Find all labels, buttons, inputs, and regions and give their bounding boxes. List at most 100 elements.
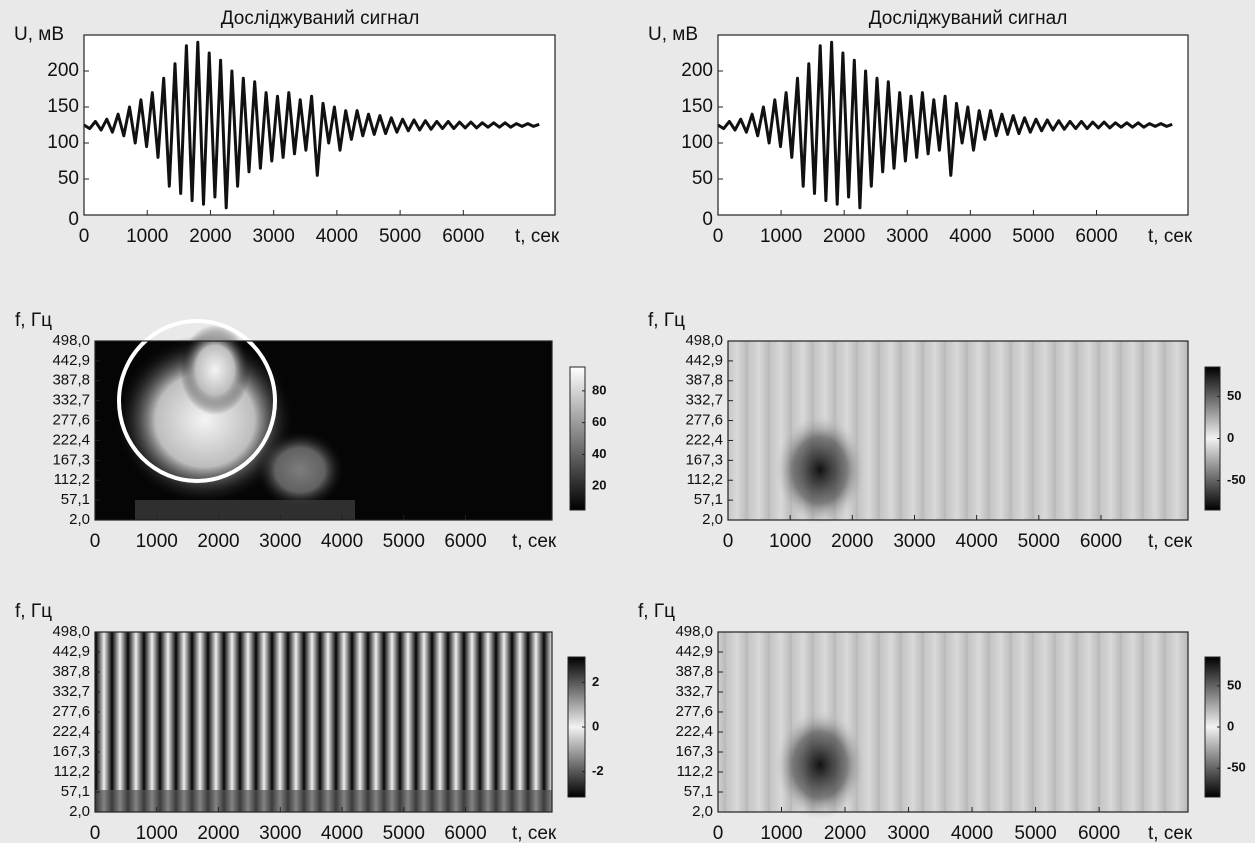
y-tick-label: 50 bbox=[692, 168, 713, 189]
x-tick-label: 0 bbox=[723, 531, 734, 552]
y-axis-label: f, Гц bbox=[15, 310, 52, 331]
y-tick-label: 100 bbox=[47, 132, 79, 153]
x-tick-label: 2000 bbox=[189, 226, 231, 247]
y-axis-label: f, Гц bbox=[15, 601, 52, 622]
colorbar-tick-label: 60 bbox=[592, 414, 606, 429]
y-tick-label: 0 bbox=[702, 209, 713, 230]
colorbar-tick-label: -50 bbox=[1227, 472, 1246, 487]
x-tick-label: 5000 bbox=[379, 226, 421, 247]
x-axis-label: t, сек bbox=[512, 823, 557, 843]
x-tick-label: 1000 bbox=[136, 531, 178, 552]
y-tick-label: 498,0 bbox=[675, 623, 713, 640]
plot-frame bbox=[94, 340, 553, 521]
y-tick-label: 150 bbox=[47, 96, 79, 117]
y-tick-label: 2,0 bbox=[702, 511, 723, 528]
y-tick-label: 112,2 bbox=[687, 471, 723, 488]
y-axis-label: f, Гц bbox=[638, 601, 675, 622]
scalogram-blob bbox=[255, 430, 345, 510]
x-tick-label: 1000 bbox=[760, 226, 802, 247]
y-tick-label: 332,7 bbox=[52, 392, 90, 409]
x-tick-label: 4000 bbox=[951, 823, 993, 843]
colorbar-tick-label: 20 bbox=[592, 478, 606, 493]
x-axis-label: t, сек bbox=[512, 531, 557, 552]
x-tick-label: 6000 bbox=[1078, 823, 1120, 843]
y-tick-label: 387,8 bbox=[52, 663, 90, 680]
x-tick-label: 4000 bbox=[316, 226, 358, 247]
x-tick-label: 5000 bbox=[1018, 531, 1060, 552]
colorbar-tick-label: -50 bbox=[1227, 760, 1246, 775]
y-tick-label: 200 bbox=[47, 60, 79, 81]
phase-noise bbox=[95, 790, 552, 812]
plot-area bbox=[84, 35, 555, 215]
colorbar-tick-label: 0 bbox=[1227, 718, 1234, 733]
y-tick-label: 100 bbox=[681, 132, 713, 153]
plot-frame bbox=[727, 340, 1189, 521]
x-tick-label: 2000 bbox=[824, 823, 866, 843]
x-tick-label: 5000 bbox=[1012, 226, 1054, 247]
plot-frame bbox=[717, 631, 1189, 813]
y-tick-label: 57,1 bbox=[61, 491, 90, 508]
colorbar-tick-label: 80 bbox=[592, 382, 606, 397]
scalogram-dark bbox=[775, 710, 865, 820]
x-tick-label: 3000 bbox=[259, 531, 301, 552]
plot-backgrounds bbox=[84, 35, 1188, 820]
phase-map bbox=[95, 632, 552, 812]
x-tick-label: 2000 bbox=[197, 531, 239, 552]
y-tick-label: 277,6 bbox=[52, 412, 90, 429]
y-tick-label: 277,6 bbox=[675, 703, 713, 720]
x-tick-label: 0 bbox=[79, 226, 90, 247]
x-tick-label: 6000 bbox=[1080, 531, 1122, 552]
x-tick-label: 2000 bbox=[197, 823, 239, 843]
chart-title: Досліджуваний сигнал bbox=[869, 8, 1068, 29]
y-tick-label: 332,7 bbox=[52, 683, 90, 700]
y-tick-label: 57,1 bbox=[684, 783, 713, 800]
y-tick-label: 442,9 bbox=[685, 352, 723, 369]
x-tick-label: 4000 bbox=[321, 823, 363, 843]
y-tick-label: 387,8 bbox=[52, 372, 90, 389]
x-tick-label: 0 bbox=[90, 531, 101, 552]
y-tick-label: 2,0 bbox=[69, 803, 90, 820]
x-tick-label: 2000 bbox=[831, 531, 873, 552]
colorbar-tick-label: -2 bbox=[592, 763, 604, 778]
x-tick-label: 6000 bbox=[442, 226, 484, 247]
x-tick-label: 5000 bbox=[383, 531, 425, 552]
y-tick-label: 498,0 bbox=[52, 623, 90, 640]
plot-area bbox=[718, 35, 1188, 215]
y-tick-label: 332,7 bbox=[675, 683, 713, 700]
y-tick-label: 112,2 bbox=[54, 763, 90, 780]
x-tick-label: 0 bbox=[713, 823, 724, 843]
y-tick-label: 2,0 bbox=[69, 511, 90, 528]
y-tick-label: 442,9 bbox=[52, 352, 90, 369]
colorbar-tick-label: 40 bbox=[592, 446, 606, 461]
x-tick-label: 6000 bbox=[444, 823, 486, 843]
y-tick-label: 150 bbox=[681, 96, 713, 117]
x-axis-label: t, сек bbox=[1148, 531, 1193, 552]
highlight-ellipse bbox=[117, 319, 277, 483]
scalogram-blob bbox=[115, 335, 295, 505]
colorbar-tick-label: 2 bbox=[592, 674, 599, 689]
y-tick-label: 442,9 bbox=[52, 643, 90, 660]
x-tick-label: 1000 bbox=[126, 226, 168, 247]
x-tick-label: 3000 bbox=[259, 823, 301, 843]
colorbar-tick-label: 0 bbox=[1227, 430, 1234, 445]
plot-frame bbox=[83, 34, 556, 216]
y-tick-label: 167,3 bbox=[685, 451, 723, 468]
x-tick-label: 1000 bbox=[760, 823, 802, 843]
signal-line bbox=[83, 40, 540, 210]
colorbar-tick-label: 50 bbox=[1227, 677, 1241, 692]
y-tick-label: 387,8 bbox=[675, 663, 713, 680]
x-tick-label: 2000 bbox=[823, 226, 865, 247]
signal-line bbox=[717, 40, 1173, 210]
colorbar bbox=[569, 366, 586, 511]
x-tick-label: 3000 bbox=[887, 823, 929, 843]
x-tick-label: 4000 bbox=[956, 531, 998, 552]
scalogram-blob bbox=[180, 325, 250, 415]
y-tick-label: 167,3 bbox=[52, 451, 90, 468]
scalogram-dark bbox=[775, 415, 865, 525]
y-tick-label: 387,8 bbox=[685, 372, 723, 389]
y-axis-label: U, мВ bbox=[14, 24, 64, 45]
y-tick-label: 167,3 bbox=[52, 743, 90, 760]
x-axis-label: t, сек bbox=[1148, 823, 1193, 843]
y-tick-label: 222,4 bbox=[685, 431, 723, 448]
